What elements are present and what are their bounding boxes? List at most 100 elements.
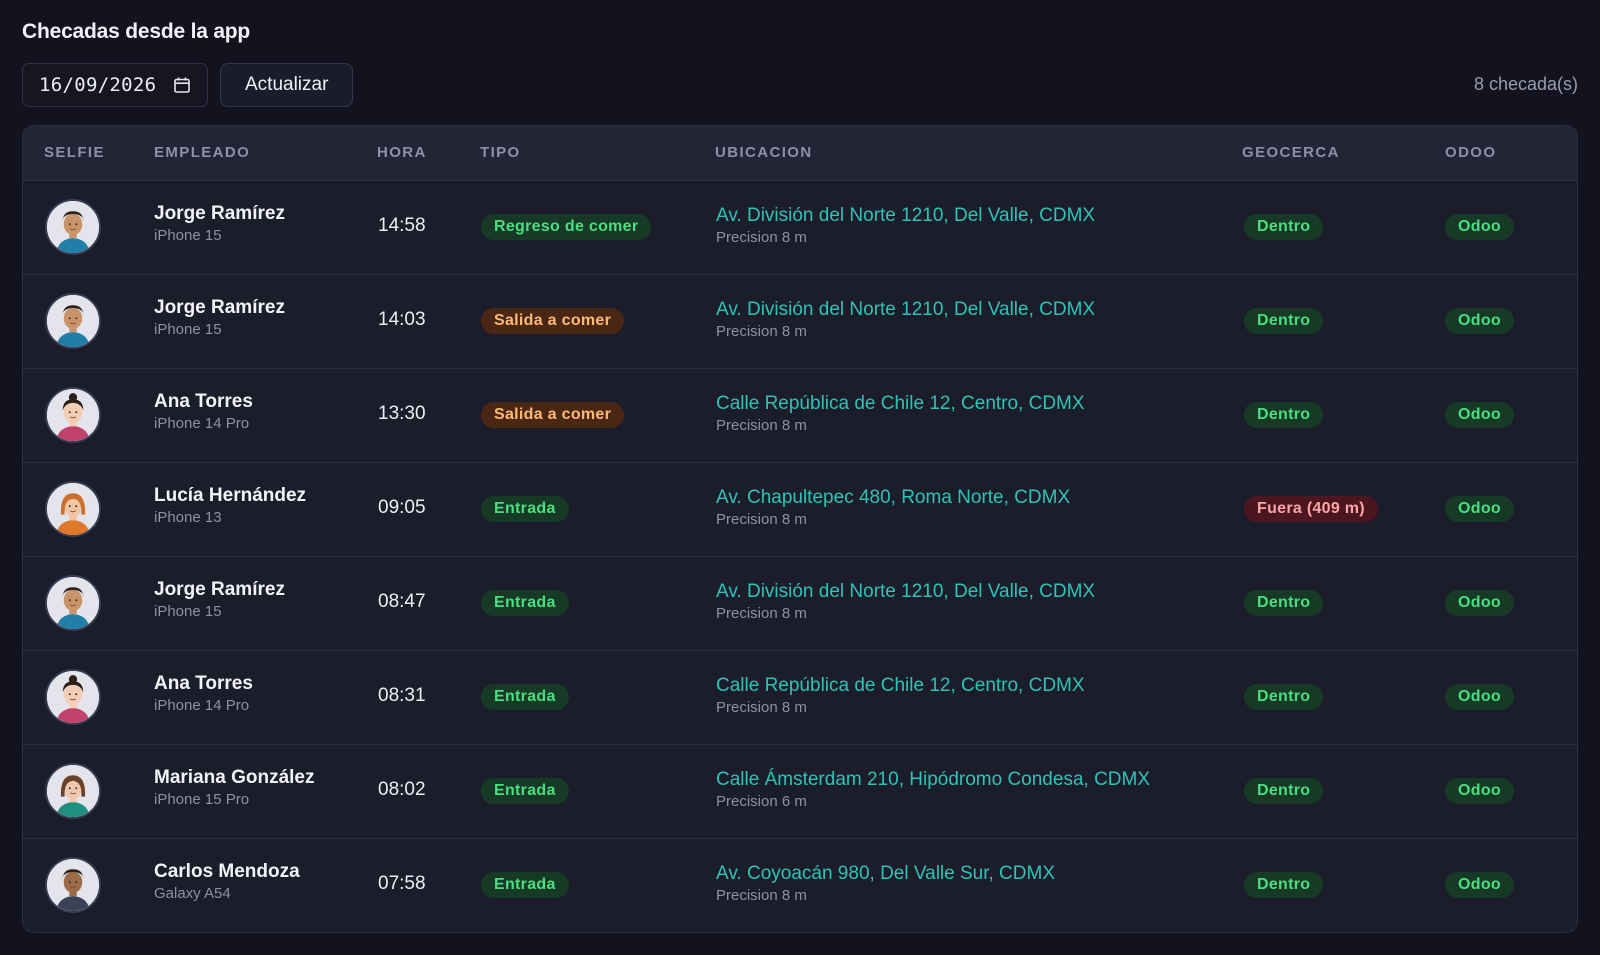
selfie-avatar[interactable] <box>45 199 101 255</box>
employee-cell: Jorge Ramírez iPhone 15 <box>154 297 285 338</box>
employee-device: iPhone 15 <box>154 321 222 338</box>
table-row: Ana Torres iPhone 14 Pro 08:31 Entrada C… <box>23 651 1577 745</box>
geofence-badge: Dentro <box>1244 684 1324 710</box>
location-cell: Calle República de Chile 12, Centro, CDM… <box>716 393 1085 434</box>
date-input[interactable]: 16/09/2026 <box>22 63 208 107</box>
selfie-avatar[interactable] <box>45 763 101 819</box>
employee-cell: Mariana González iPhone 15 Pro <box>154 767 315 808</box>
location-precision: Precision 8 m <box>716 511 807 528</box>
header-ubicacion: UBICACION <box>715 144 813 161</box>
employee-device: iPhone 15 <box>154 603 222 620</box>
location-link[interactable]: Calle República de Chile 12, Centro, CDM… <box>716 675 1085 696</box>
employee-name: Carlos Mendoza <box>154 861 300 882</box>
geofence-badge: Dentro <box>1244 778 1324 804</box>
employee-cell: Jorge Ramírez iPhone 15 <box>154 579 285 620</box>
location-cell: Calle Ámsterdam 210, Hipódromo Condesa, … <box>716 769 1150 810</box>
odoo-badge: Odoo <box>1445 590 1514 616</box>
header-tipo: TIPO <box>480 144 521 161</box>
type-badge: Entrada <box>481 684 569 710</box>
odoo-badge: Odoo <box>1445 402 1514 428</box>
location-link[interactable]: Av. Coyoacán 980, Del Valle Sur, CDMX <box>716 863 1055 884</box>
location-precision: Precision 8 m <box>716 417 807 434</box>
checkins-table: SELFIE EMPLEADO HORA TIPO UBICACION GEOC… <box>22 125 1578 933</box>
odoo-badge: Odoo <box>1445 214 1514 240</box>
geofence-badge: Dentro <box>1244 590 1324 616</box>
time-cell: 07:58 <box>378 873 426 894</box>
table-row: Jorge Ramírez iPhone 15 08:47 Entrada Av… <box>23 557 1577 651</box>
type-badge: Salida a comer <box>481 308 625 334</box>
location-cell: Av. División del Norte 1210, Del Valle, … <box>716 205 1095 246</box>
employee-cell: Lucía Hernández iPhone 13 <box>154 485 306 526</box>
date-input-value: 16/09/2026 <box>39 74 157 96</box>
checkin-count: 8 checada(s) <box>1473 74 1578 94</box>
employee-name: Jorge Ramírez <box>154 203 285 224</box>
table-row: Lucía Hernández iPhone 13 09:05 Entrada … <box>23 463 1577 557</box>
calendar-icon[interactable] <box>173 76 191 94</box>
location-link[interactable]: Av. División del Norte 1210, Del Valle, … <box>716 299 1096 320</box>
selfie-avatar[interactable] <box>45 387 101 443</box>
type-badge: Entrada <box>481 872 569 898</box>
odoo-badge: Odoo <box>1445 684 1514 710</box>
geofence-badge: Dentro <box>1244 402 1324 428</box>
type-badge: Salida a comer <box>481 402 625 428</box>
table-row: Jorge Ramírez iPhone 15 14:03 Salida a c… <box>23 275 1577 369</box>
employee-name: Jorge Ramírez <box>154 579 285 600</box>
odoo-badge: Odoo <box>1445 308 1514 334</box>
refresh-button[interactable]: Actualizar <box>220 63 354 107</box>
toolbar: 16/09/2026 Actualizar <box>22 63 354 107</box>
selfie-avatar[interactable] <box>45 481 101 537</box>
page-title: Checadas desde la app <box>22 20 251 43</box>
odoo-badge: Odoo <box>1445 778 1514 804</box>
selfie-avatar[interactable] <box>45 293 101 349</box>
table-row: Carlos Mendoza Galaxy A54 07:58 Entrada … <box>23 839 1577 932</box>
location-cell: Calle República de Chile 12, Centro, CDM… <box>716 675 1085 716</box>
time-cell: 08:02 <box>378 779 426 800</box>
type-badge: Entrada <box>481 496 569 522</box>
employee-device: iPhone 14 Pro <box>154 415 250 432</box>
location-cell: Av. División del Norte 1210, Del Valle, … <box>716 581 1095 622</box>
employee-name: Jorge Ramírez <box>154 297 285 318</box>
type-badge: Entrada <box>481 590 569 616</box>
employee-cell: Ana Torres iPhone 14 Pro <box>154 673 253 714</box>
selfie-avatar[interactable] <box>45 857 101 913</box>
table-header: SELFIE EMPLEADO HORA TIPO UBICACION GEOC… <box>23 126 1577 181</box>
header-geocerca: GEOCERCA <box>1242 144 1340 161</box>
header-odoo: ODOO <box>1445 144 1497 161</box>
location-cell: Av. División del Norte 1210, Del Valle, … <box>716 299 1095 340</box>
employee-cell: Jorge Ramírez iPhone 15 <box>154 203 285 244</box>
location-link[interactable]: Calle Ámsterdam 210, Hipódromo Condesa, … <box>716 769 1151 790</box>
type-badge: Entrada <box>481 778 569 804</box>
location-link[interactable]: Av. División del Norte 1210, Del Valle, … <box>716 205 1096 226</box>
employee-device: Galaxy A54 <box>154 885 231 902</box>
table-body: Jorge Ramírez iPhone 15 14:58 Regreso de… <box>23 181 1577 932</box>
employee-name: Ana Torres <box>154 391 253 412</box>
employee-name: Lucía Hernández <box>154 485 307 506</box>
employee-device: iPhone 14 Pro <box>154 697 250 714</box>
time-cell: 08:47 <box>378 591 426 612</box>
location-precision: Precision 8 m <box>716 323 807 340</box>
time-cell: 14:03 <box>378 309 426 330</box>
selfie-avatar[interactable] <box>45 575 101 631</box>
location-cell: Av. Coyoacán 980, Del Valle Sur, CDMX Pr… <box>716 863 1055 904</box>
employee-device: iPhone 13 <box>154 509 222 526</box>
table-row: Ana Torres iPhone 14 Pro 13:30 Salida a … <box>23 369 1577 463</box>
location-link[interactable]: Av. Chapultepec 480, Roma Norte, CDMX <box>716 487 1071 508</box>
employee-device: iPhone 15 <box>154 227 222 244</box>
selfie-avatar[interactable] <box>45 669 101 725</box>
location-precision: Precision 8 m <box>716 605 807 622</box>
odoo-badge: Odoo <box>1445 496 1514 522</box>
table-row: Jorge Ramírez iPhone 15 14:58 Regreso de… <box>23 181 1577 275</box>
location-precision: Precision 8 m <box>716 699 807 716</box>
location-cell: Av. Chapultepec 480, Roma Norte, CDMX Pr… <box>716 487 1070 528</box>
employee-device: iPhone 15 Pro <box>154 791 250 808</box>
employee-name: Mariana González <box>154 767 315 788</box>
employee-cell: Carlos Mendoza Galaxy A54 <box>154 861 300 902</box>
employee-name: Ana Torres <box>154 673 253 694</box>
employee-cell: Ana Torres iPhone 14 Pro <box>154 391 253 432</box>
table-row: Mariana González iPhone 15 Pro 08:02 Ent… <box>23 745 1577 839</box>
location-link[interactable]: Calle República de Chile 12, Centro, CDM… <box>716 393 1085 414</box>
location-link[interactable]: Av. División del Norte 1210, Del Valle, … <box>716 581 1096 602</box>
geofence-badge: Dentro <box>1244 872 1324 898</box>
time-cell: 08:31 <box>378 685 426 706</box>
